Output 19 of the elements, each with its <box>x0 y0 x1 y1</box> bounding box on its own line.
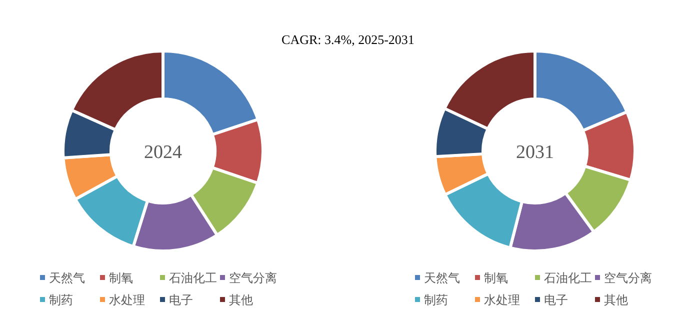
legend-label: 制药 <box>49 293 73 307</box>
legend-label: 空气分离 <box>604 271 652 285</box>
legend-label: 其他 <box>604 293 628 307</box>
text: 2031 <box>516 142 554 163</box>
legend-label: 制药 <box>424 293 448 307</box>
legend-label: 石油化工 <box>169 271 217 285</box>
legend-label: 水处理 <box>109 293 145 307</box>
legend-label: 电子 <box>169 293 193 307</box>
legend-label: 天然气 <box>424 271 460 285</box>
legend-label: 制氧 <box>109 271 133 285</box>
legend-label: 其他 <box>229 293 253 307</box>
text: 2024 <box>144 142 182 163</box>
legend-label: 电子 <box>544 293 568 307</box>
text: CAGR: 3.4%, 2025-2031 <box>282 32 414 47</box>
legend-label: 制氧 <box>484 271 508 285</box>
legend-label: 石油化工 <box>544 271 592 285</box>
legend-label: 天然气 <box>49 271 85 285</box>
legend-label: 空气分离 <box>229 271 277 285</box>
legend-label: 水处理 <box>484 293 520 307</box>
